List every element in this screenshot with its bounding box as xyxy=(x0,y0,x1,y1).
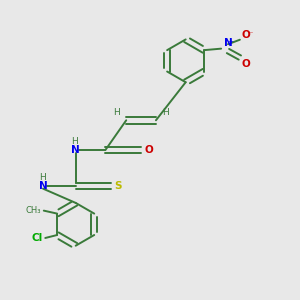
Text: N: N xyxy=(71,145,80,155)
Text: O: O xyxy=(242,30,250,40)
Text: O: O xyxy=(242,59,250,69)
Text: O: O xyxy=(144,145,153,155)
Text: H: H xyxy=(113,108,120,117)
Text: Cl: Cl xyxy=(31,233,42,243)
Text: CH₃: CH₃ xyxy=(25,206,41,215)
Text: H: H xyxy=(162,108,169,117)
Text: ⁻: ⁻ xyxy=(249,29,253,38)
Text: N: N xyxy=(39,181,47,191)
Text: S: S xyxy=(114,181,122,191)
Text: H: H xyxy=(71,137,78,146)
Text: +: + xyxy=(227,39,233,45)
Text: N: N xyxy=(224,38,232,48)
Text: H: H xyxy=(39,173,46,182)
